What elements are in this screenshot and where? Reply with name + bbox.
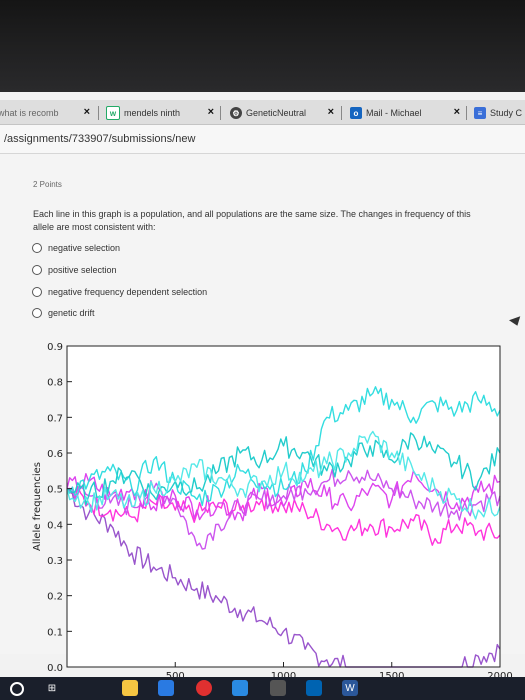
tab-separator: [98, 106, 99, 120]
x-tick-label: 500: [166, 671, 185, 680]
tab-separator: [466, 106, 467, 120]
tab-label: what is recomb: [0, 108, 59, 118]
y-tick-label: 0.7: [47, 413, 63, 424]
tab-label: Mail - Michael: [366, 108, 422, 118]
option-positive-selection[interactable]: positive selection: [32, 263, 117, 277]
y-axis-label: Allele frequencies: [32, 462, 43, 551]
task-view-icon[interactable]: ⊞: [47, 682, 57, 694]
y-tick-label: 0.1: [47, 627, 63, 638]
mail-icon[interactable]: [158, 680, 174, 696]
tab-separator: [220, 106, 221, 120]
option-genetic-drift[interactable]: genetic drift: [32, 306, 95, 320]
tab-mendels[interactable]: w mendels ninth ×: [106, 103, 214, 123]
y-tick-label: 0.5: [47, 485, 63, 496]
tab-recombination[interactable]: what is recomb ×: [0, 103, 90, 123]
study-icon: ≡: [474, 107, 486, 119]
gear-icon: ⚙: [230, 107, 242, 119]
close-icon[interactable]: ×: [83, 106, 90, 118]
word-icon[interactable]: W: [342, 680, 358, 696]
y-tick-label: 0.9: [47, 342, 63, 353]
option-label: positive selection: [48, 265, 117, 275]
tab-label: GeneticNeutral: [246, 108, 307, 118]
tab-label: mendels ninth: [124, 108, 181, 118]
option-label: negative selection: [48, 243, 121, 253]
option-label: negative frequency dependent selection: [48, 287, 208, 297]
question-text: Each line in this graph is a population,…: [33, 209, 471, 232]
store-icon[interactable]: [270, 680, 286, 696]
x-tick-label: 2000: [487, 671, 512, 680]
series-line-3: [66, 470, 501, 522]
option-label: genetic drift: [48, 308, 95, 318]
close-icon[interactable]: ×: [327, 106, 334, 118]
allele-frequency-chart: 0.0 0.1 0.2 0.3 0.4 0.5 0.6 0.7 0.8 0.9 500 1000 150…: [32, 342, 513, 682]
y-tick-label: 0.2: [47, 592, 63, 603]
tab-mail[interactable]: o Mail - Michael ×: [350, 103, 460, 123]
option-negative-frequency-dependent[interactable]: negative frequency dependent selection: [32, 285, 207, 299]
series-line-2: [66, 468, 501, 550]
taskbar: ⊞ W: [0, 677, 525, 700]
close-icon[interactable]: ×: [453, 106, 460, 118]
radio-button[interactable]: [32, 265, 42, 275]
outlook-icon: o: [350, 107, 362, 119]
address-bar[interactable]: /assignments/733907/submissions/new: [0, 125, 525, 154]
chrome-icon[interactable]: [196, 680, 212, 696]
tab-label: Study C: [490, 108, 523, 118]
dark-bezel: [0, 0, 525, 92]
edge-icon[interactable]: [232, 680, 248, 696]
w-icon: w: [106, 106, 120, 120]
radio-button[interactable]: [32, 308, 42, 318]
radio-button[interactable]: [32, 243, 42, 253]
y-tick-label: 0.6: [47, 449, 63, 460]
browser-tab-bar: what is recomb × w mendels ninth × ⚙ Gen…: [0, 100, 525, 125]
radio-button[interactable]: [32, 287, 42, 297]
file-explorer-icon[interactable]: [122, 680, 138, 696]
outlook-app-icon[interactable]: [306, 680, 322, 696]
tab-study[interactable]: ≡ Study C: [474, 103, 525, 123]
series-line-6: [66, 430, 501, 520]
y-tick-label: 0.3: [47, 556, 63, 567]
tab-genetic-neutral[interactable]: ⚙ GeneticNeutral ×: [230, 103, 334, 123]
search-icon[interactable]: [10, 682, 24, 696]
chart-container: 0.0 0.1 0.2 0.3 0.4 0.5 0.6 0.7 0.8 0.9 500 1000 150…: [0, 330, 525, 685]
x-tick-label: 1500: [379, 671, 404, 680]
option-negative-selection[interactable]: negative selection: [32, 241, 120, 255]
close-icon[interactable]: ×: [207, 106, 214, 118]
y-tick-label: 0.8: [47, 378, 63, 389]
series-line-5: [66, 432, 501, 506]
tab-separator: [341, 106, 342, 120]
points-label: 2 Points: [33, 180, 62, 189]
x-tick-label: 1000: [271, 671, 296, 680]
y-tick-label: 0.0: [47, 663, 63, 674]
y-tick-label: 0.4: [47, 520, 63, 531]
address-text[interactable]: /assignments/733907/submissions/new: [4, 133, 196, 145]
